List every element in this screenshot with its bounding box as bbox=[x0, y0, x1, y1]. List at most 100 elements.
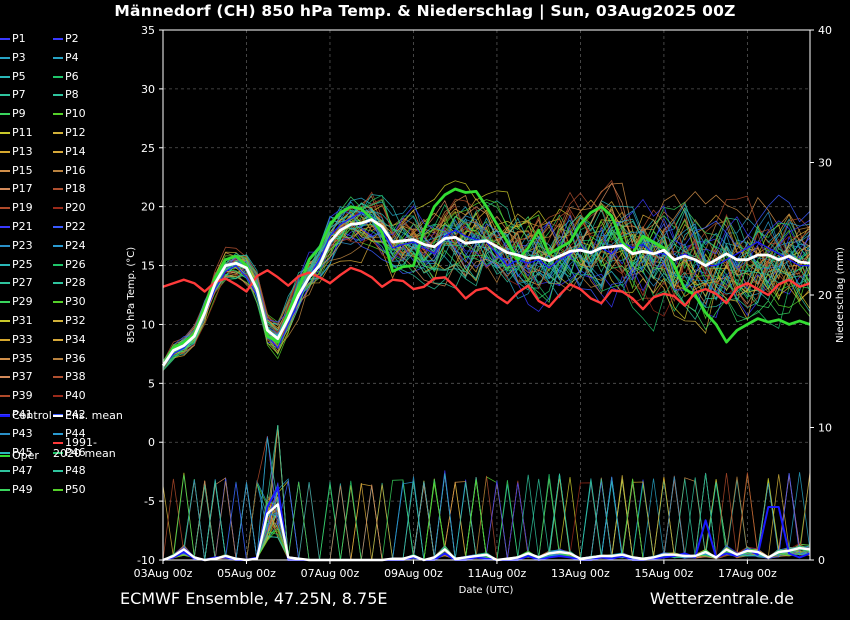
legend-label: P12 bbox=[65, 126, 86, 139]
x-tick-labels: 03Aug 00z 05Aug 00z 07Aug 00z 09Aug 00z 11Au… bbox=[134, 560, 777, 580]
y-tick-label: -10 bbox=[137, 554, 155, 567]
legend-swatch bbox=[0, 451, 10, 454]
legend-swatch bbox=[0, 113, 10, 116]
legend-swatch bbox=[0, 376, 10, 379]
legend-item-p45: P45 bbox=[0, 446, 33, 459]
legend-swatch bbox=[53, 470, 63, 473]
legend-label: P6 bbox=[65, 69, 79, 83]
member-temp-line bbox=[162, 194, 811, 363]
x-tick-label: 09Aug 00z bbox=[384, 567, 443, 580]
legend-swatch bbox=[0, 207, 10, 210]
legend-swatch bbox=[53, 451, 63, 454]
legend-item-p24: P24 bbox=[53, 239, 86, 252]
legend-swatch bbox=[0, 338, 10, 341]
x-tick-label: 11Aug 00z bbox=[468, 567, 527, 580]
legend-label: P3 bbox=[12, 50, 26, 64]
y-tick-label-right: 0 bbox=[818, 554, 825, 567]
footer-brand: Wetterzentrale.de bbox=[649, 589, 794, 608]
legend-item-p43: P43 bbox=[0, 427, 33, 440]
legend-swatch bbox=[0, 320, 10, 322]
highlight-lines bbox=[161, 187, 811, 562]
legend-swatch bbox=[0, 244, 10, 247]
legend-item-p36: P36 bbox=[53, 352, 86, 365]
legend-label: P35 bbox=[12, 351, 33, 365]
legend-swatch bbox=[0, 263, 10, 266]
y-tick-label-right: 40 bbox=[818, 24, 832, 37]
legend-label: P8 bbox=[65, 88, 79, 102]
legend-item-p17: P17 bbox=[0, 182, 33, 195]
legend-swatch bbox=[0, 56, 10, 59]
legend-swatch bbox=[53, 432, 63, 435]
legend-swatch bbox=[0, 94, 10, 97]
legend-label: P14 bbox=[65, 144, 86, 158]
legend-item-p27: P27 bbox=[0, 276, 33, 289]
legend-item-p34: P34 bbox=[53, 333, 86, 346]
x-tick-label: 03Aug 00z bbox=[134, 567, 193, 580]
legend-item-oper: Oper bbox=[0, 449, 39, 462]
legend-item-climate-mean: 1991-2020 mean bbox=[53, 436, 116, 460]
legend-item-p39: P39 bbox=[0, 389, 33, 402]
legend-swatch bbox=[53, 75, 63, 78]
legend-label: P43 bbox=[12, 426, 33, 440]
legend-swatch bbox=[0, 132, 10, 134]
legend-item-p38: P38 bbox=[53, 370, 86, 383]
legend-label: P39 bbox=[12, 389, 33, 403]
legend-label: P47 bbox=[12, 464, 33, 478]
y-tick-label-right: 30 bbox=[818, 157, 832, 170]
legend-label: P41 bbox=[12, 408, 33, 421]
legend-item-p35: P35 bbox=[0, 352, 33, 365]
legend-swatch bbox=[0, 38, 10, 40]
legend-label: P37 bbox=[12, 370, 33, 384]
legend-swatch bbox=[0, 282, 10, 285]
legend-swatch bbox=[53, 188, 63, 191]
legend-item-p25: P25 bbox=[0, 258, 33, 271]
legend-label: P11 bbox=[12, 126, 33, 139]
x-tick-label: 05Aug 00z bbox=[217, 567, 276, 580]
legend-item-p23: P23 bbox=[0, 239, 33, 252]
member-temp-line bbox=[162, 199, 811, 369]
legend-item-p19: P19 bbox=[0, 201, 33, 214]
y-tick-label-right: 10 bbox=[818, 422, 832, 435]
legend-swatch bbox=[53, 38, 63, 40]
legend-swatch bbox=[0, 470, 10, 473]
y-tick-label: 35 bbox=[141, 24, 155, 37]
legend-label: P1 bbox=[12, 32, 26, 45]
legend-label: P38 bbox=[65, 370, 86, 384]
legend-swatch bbox=[0, 432, 10, 435]
legend-item-p9: P9 bbox=[0, 107, 26, 120]
ensemble-member-lines bbox=[162, 179, 811, 371]
series-line-oper bbox=[161, 187, 811, 367]
legend-item-p37: P37 bbox=[0, 370, 33, 383]
legend-label: P9 bbox=[12, 107, 26, 121]
x-tick-label: 07Aug 00z bbox=[301, 567, 360, 580]
legend-item-p31: P31 bbox=[0, 314, 33, 327]
legend-swatch bbox=[0, 169, 10, 172]
legend-swatch bbox=[53, 169, 63, 172]
y-tick-label: -5 bbox=[144, 495, 155, 508]
legend-label: P46 bbox=[65, 445, 86, 459]
legend-swatch bbox=[53, 207, 63, 210]
member-precip-line bbox=[162, 478, 811, 561]
legend-swatch bbox=[0, 357, 10, 360]
legend-item-ens-mean: Ens. mean bbox=[53, 409, 123, 422]
member-temp-line bbox=[162, 198, 811, 367]
legend-label: P27 bbox=[12, 276, 33, 290]
legend-label: P26 bbox=[65, 257, 86, 271]
legend-label: P30 bbox=[65, 295, 86, 309]
legend-swatch bbox=[0, 150, 10, 153]
legend-swatch bbox=[0, 395, 10, 398]
y-tick-label: 25 bbox=[141, 142, 155, 155]
legend-item-p14: P14 bbox=[53, 145, 86, 158]
legend-item-p46: P46 bbox=[53, 446, 86, 459]
y-tick-label-right: 20 bbox=[818, 289, 832, 302]
legend-swatch bbox=[0, 301, 10, 304]
legend-item-p7: P7 bbox=[0, 88, 26, 101]
y-tick-label: 30 bbox=[141, 83, 155, 96]
legend-label: P15 bbox=[12, 163, 33, 177]
legend-label: P44 bbox=[65, 426, 86, 440]
legend-label: P10 bbox=[65, 107, 86, 121]
member-temp-line bbox=[162, 205, 811, 367]
legend-label: P16 bbox=[65, 163, 86, 177]
legend-swatch bbox=[53, 263, 63, 266]
